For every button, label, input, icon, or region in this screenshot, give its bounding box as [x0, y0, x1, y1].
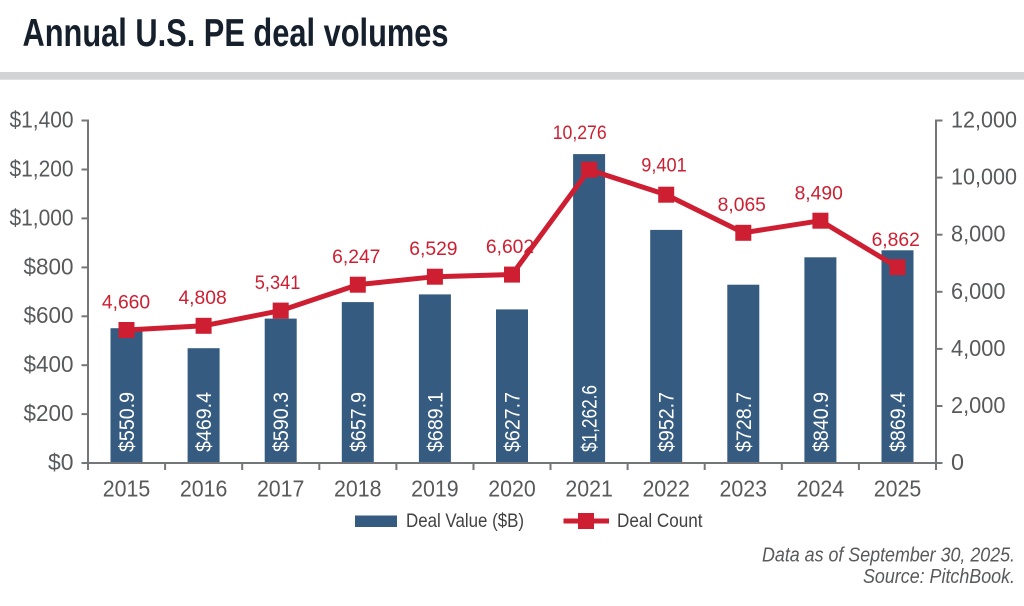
svg-text:$627.7: $627.7 [502, 392, 525, 452]
svg-text:4,000: 4,000 [951, 335, 1006, 361]
svg-text:5,341: 5,341 [255, 273, 301, 294]
svg-text:Deal Count: Deal Count [617, 510, 703, 532]
svg-text:2017: 2017 [257, 476, 305, 502]
svg-text:6,602: 6,602 [486, 237, 534, 258]
svg-text:2015: 2015 [103, 476, 151, 502]
svg-text:$869.4: $869.4 [887, 392, 910, 452]
svg-text:9,401: 9,401 [641, 155, 687, 176]
svg-text:$1,000: $1,000 [10, 204, 74, 230]
svg-text:$728.7: $728.7 [733, 392, 756, 452]
svg-text:12,000: 12,000 [951, 106, 1017, 132]
svg-text:6,862: 6,862 [872, 230, 920, 251]
svg-text:$657.9: $657.9 [347, 392, 370, 452]
svg-text:2021: 2021 [565, 476, 613, 502]
svg-text:Data as of September 30, 2025.: Data as of September 30, 2025. [762, 545, 1015, 567]
svg-text:$590.3: $590.3 [270, 392, 293, 452]
svg-text:6,247: 6,247 [332, 247, 380, 268]
svg-text:8,490: 8,490 [795, 183, 843, 204]
svg-text:Annual U.S. PE deal volumes: Annual U.S. PE deal volumes [23, 12, 449, 55]
svg-text:2022: 2022 [642, 476, 690, 502]
svg-text:$0: $0 [48, 449, 74, 475]
svg-text:$952.7: $952.7 [656, 392, 679, 452]
svg-text:10,000: 10,000 [951, 164, 1017, 190]
svg-text:$1,262.6: $1,262.6 [579, 385, 602, 452]
svg-text:4,660: 4,660 [102, 292, 150, 313]
svg-text:2023: 2023 [720, 476, 768, 502]
svg-text:0: 0 [951, 449, 964, 475]
svg-text:$600: $600 [24, 302, 74, 328]
svg-text:2018: 2018 [334, 476, 382, 502]
svg-text:2025: 2025 [874, 476, 922, 502]
svg-text:$800: $800 [24, 253, 74, 279]
svg-text:6,529: 6,529 [409, 239, 457, 260]
svg-text:2020: 2020 [488, 476, 536, 502]
svg-text:2016: 2016 [180, 476, 228, 502]
svg-text:$689.1: $689.1 [424, 392, 447, 452]
svg-text:Deal Value ($B): Deal Value ($B) [406, 510, 524, 532]
svg-text:8,065: 8,065 [718, 195, 766, 216]
svg-text:$469.4: $469.4 [193, 392, 216, 452]
svg-text:8,000: 8,000 [951, 221, 1006, 247]
svg-text:10,276: 10,276 [553, 123, 607, 144]
svg-text:$840.9: $840.9 [810, 392, 833, 452]
svg-text:$200: $200 [24, 400, 74, 426]
svg-text:$400: $400 [24, 351, 74, 377]
svg-text:$1,400: $1,400 [10, 106, 74, 132]
svg-text:Source: PitchBook.: Source: PitchBook. [863, 566, 1015, 588]
svg-text:$1,200: $1,200 [10, 155, 74, 181]
svg-text:2024: 2024 [797, 476, 845, 502]
svg-text:$550.9: $550.9 [116, 392, 139, 452]
svg-text:4,808: 4,808 [178, 288, 226, 309]
svg-text:2019: 2019 [411, 476, 459, 502]
svg-text:2,000: 2,000 [951, 392, 1006, 418]
svg-text:6,000: 6,000 [951, 278, 1006, 304]
